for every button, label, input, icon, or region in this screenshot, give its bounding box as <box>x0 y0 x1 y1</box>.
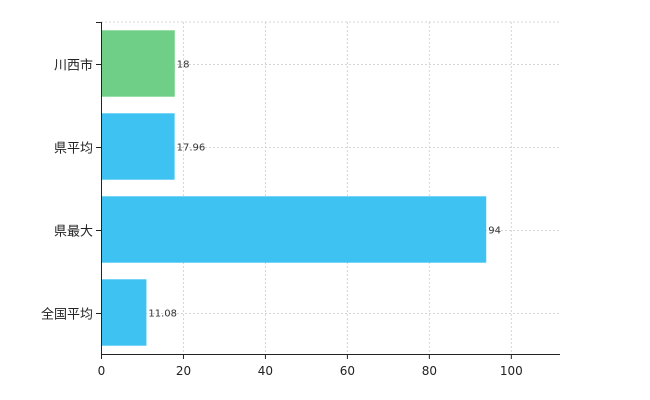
category-label: 県最大 <box>54 225 93 240</box>
x-tick-label: 40 <box>258 364 273 378</box>
bar <box>101 30 175 97</box>
data-label: 18 <box>177 60 190 71</box>
data-label: 94 <box>488 226 501 237</box>
category-label: 全国平均 <box>41 307 93 323</box>
bar <box>101 279 147 346</box>
category-label: 川西市 <box>54 58 93 74</box>
x-tick-label: 100 <box>500 364 523 378</box>
x-tick-label: 60 <box>340 364 355 378</box>
axis-layer <box>96 22 560 359</box>
category-label: 県平均 <box>54 142 93 157</box>
data-label: 17.96 <box>177 143 206 154</box>
bar <box>101 113 175 180</box>
x-tick-label: 0 <box>98 364 106 378</box>
bar-layer <box>101 30 487 346</box>
x-tick-label: 20 <box>176 364 191 378</box>
bar <box>101 196 487 263</box>
x-tick-label: 80 <box>422 364 437 378</box>
label-layer: 0 20 40 60 80 100 18 川西市 17.96 県平均 94 県最大 11.08 全国平均 <box>41 58 523 379</box>
data-label: 11.08 <box>148 309 177 320</box>
